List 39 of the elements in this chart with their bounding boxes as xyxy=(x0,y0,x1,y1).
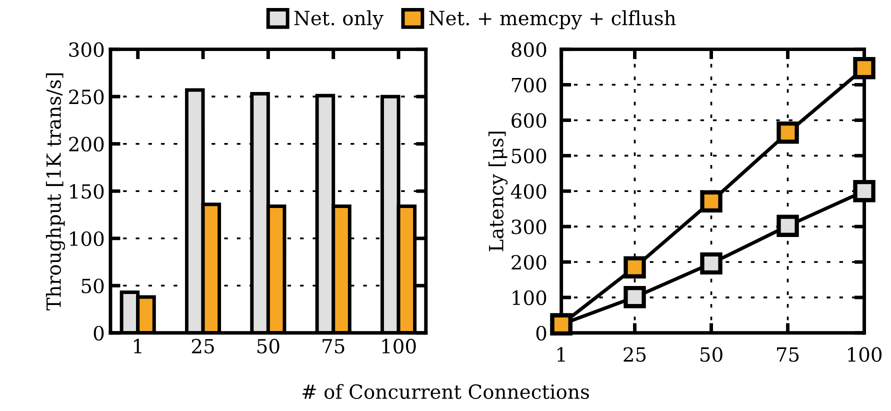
y-tick-label: 300 xyxy=(69,42,104,57)
y-tick-label: 0 xyxy=(94,326,104,341)
legend-label: Net. only xyxy=(294,10,384,30)
point xyxy=(776,122,799,144)
y-tick-label: 250 xyxy=(69,90,104,104)
y-tick-label: 200 xyxy=(69,136,104,152)
y-axis-title: Throughput [1K trans/s] xyxy=(46,73,66,310)
x-tick-label: 25 xyxy=(624,347,646,362)
y-tick-label: 600 xyxy=(512,113,546,128)
x-tick-label: 1 xyxy=(558,347,565,362)
y-tick-label: 100 xyxy=(512,290,546,306)
y-tick-label: 300 xyxy=(512,220,546,234)
point xyxy=(624,286,646,308)
y-tick-label: 100 xyxy=(70,231,104,246)
y-tick-label: 50 xyxy=(82,278,104,294)
y-tick-label: 700 xyxy=(512,78,546,92)
y-tick-label: 800 xyxy=(512,42,546,57)
x-tick-label: 100 xyxy=(848,347,882,362)
point xyxy=(853,180,876,202)
y-tick-label: 0 xyxy=(536,326,546,341)
x-axis-title: # of Concurrent Connections xyxy=(302,384,589,400)
x-tick-label: 50 xyxy=(257,338,280,354)
point xyxy=(853,56,876,80)
point xyxy=(700,190,722,213)
x-tick-label: 50 xyxy=(700,347,722,362)
point xyxy=(624,256,646,278)
x-tick-label: 100 xyxy=(382,338,416,354)
y-tick-label: 150 xyxy=(70,184,104,199)
x-tick-label: 1 xyxy=(134,338,142,354)
point xyxy=(776,214,799,237)
legend-label: Net. + memcpy + clflush xyxy=(429,10,676,30)
y-tick-label: 400 xyxy=(510,184,546,199)
y-tick-label: 500 xyxy=(512,148,546,164)
x-tick-label: 75 xyxy=(322,339,344,354)
x-tick-label: 25 xyxy=(192,338,214,354)
y-tick-label: 200 xyxy=(512,254,546,270)
x-tick-label: 75 xyxy=(777,347,799,362)
y-axis-title: Latency [μs] xyxy=(488,132,508,252)
point xyxy=(700,252,722,275)
